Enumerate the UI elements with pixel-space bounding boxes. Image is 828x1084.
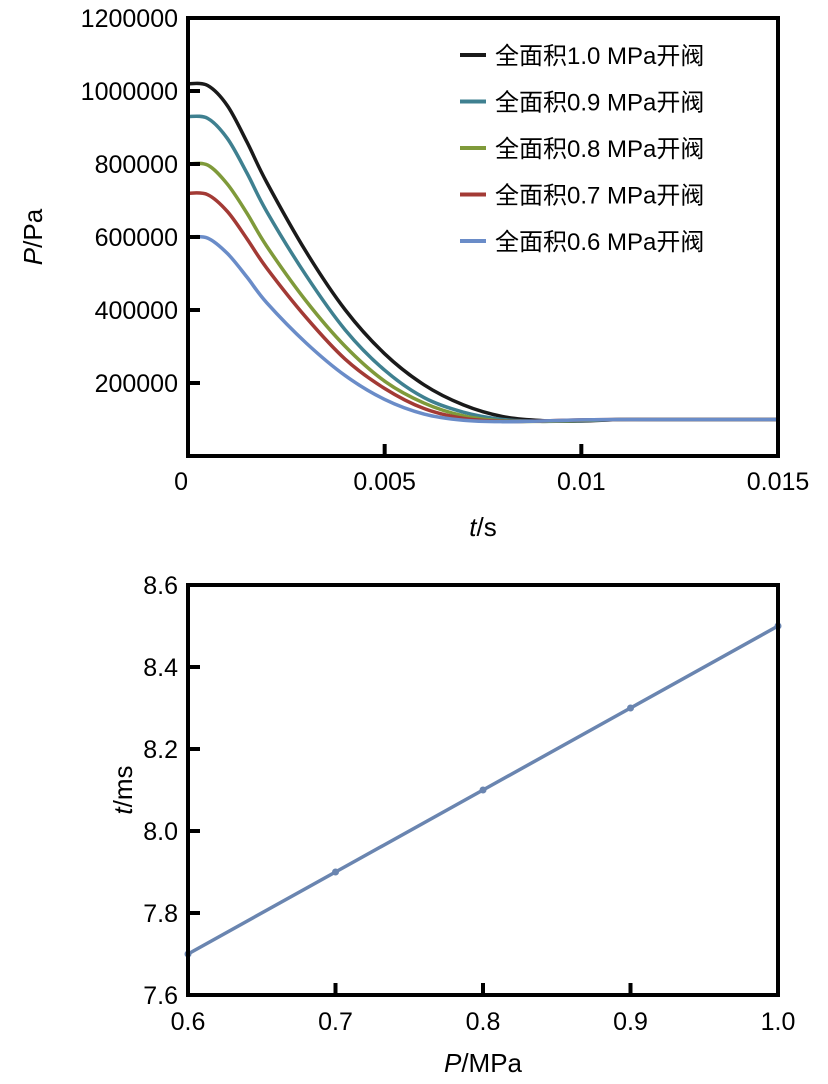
data-point-3 <box>627 704 634 712</box>
y-axis-label-unit: /Pa <box>18 208 48 248</box>
y-tick-label: 8.6 <box>143 572 178 600</box>
legend-label: 全面积0.6 MPa开阀 <box>495 229 704 256</box>
legend-label: 全面积0.8 MPa开阀 <box>495 136 704 163</box>
x-tick-label: 1.0 <box>761 1008 796 1036</box>
legend-item-2: 全面积0.8 MPa开阀 <box>460 136 704 163</box>
y-axis-label-unit: /ms <box>108 765 138 807</box>
legend-item-3: 全面积0.7 MPa开阀 <box>460 183 704 210</box>
y-tick-label: 800000 <box>95 151 178 179</box>
data-point-1 <box>332 868 339 876</box>
y-tick-label: 400000 <box>95 297 178 325</box>
x-tick-label: 0.01 <box>557 468 606 496</box>
y-axis-label: P/Pa <box>18 208 48 265</box>
x-tick-label: 0 <box>174 468 188 496</box>
y-tick-label: 8.2 <box>143 736 178 764</box>
legend-label: 全面积1.0 MPa开阀 <box>495 43 704 70</box>
x-axis-label-symbol: t <box>469 512 478 542</box>
y-tick-label: 8.4 <box>143 654 178 682</box>
x-tick-label: 0.6 <box>171 1008 206 1036</box>
x-axis-label: P/MPa <box>444 1048 523 1078</box>
pressure-time-chart: 200000 400000 600000 800000 1000000 1200000 0 0… <box>18 5 809 542</box>
y-tick-label: 200000 <box>95 370 178 398</box>
legend-label: 全面积0.7 MPa开阀 <box>495 183 704 210</box>
series-line-4 <box>187 234 778 424</box>
x-axis-label: t/s <box>469 512 496 542</box>
x-tick-label: 0.9 <box>613 1008 648 1036</box>
x-axis-label-unit: /MPa <box>461 1048 522 1078</box>
legend-item-4: 全面积0.6 MPa开阀 <box>460 229 704 256</box>
x-axis-label-symbol: P <box>444 1048 462 1078</box>
y-axis-label-symbol: P <box>18 247 48 265</box>
y-tick-label: 1200000 <box>81 5 178 33</box>
legend-label: 全面积0.9 MPa开阀 <box>495 90 704 117</box>
y-axis-label: t/ms <box>108 765 138 814</box>
legend-item-1: 全面积0.9 MPa开阀 <box>460 90 704 117</box>
x-tick-label: 0.7 <box>318 1008 353 1036</box>
y-tick-label: 8.0 <box>143 818 178 846</box>
y-tick-label: 7.8 <box>143 900 178 928</box>
x-axis-label-unit: /s <box>477 512 497 542</box>
x-tick-label: 0.015 <box>747 468 810 496</box>
y-tick-label: 1000000 <box>81 78 178 106</box>
legend-item-0: 全面积1.0 MPa开阀 <box>460 43 704 70</box>
x-tick-label: 0.8 <box>466 1008 501 1036</box>
x-tick-label: 0.005 <box>353 468 416 496</box>
y-axis-label-symbol: t <box>108 806 138 815</box>
time-pressure-chart: 7.67.88.08.28.48.60.6 0.7 0.8 0.9 1.0P/MPat/… <box>108 572 795 1078</box>
data-point-2 <box>479 786 487 794</box>
y-tick-label: 7.6 <box>143 982 178 1010</box>
y-tick-label: 600000 <box>95 224 178 252</box>
